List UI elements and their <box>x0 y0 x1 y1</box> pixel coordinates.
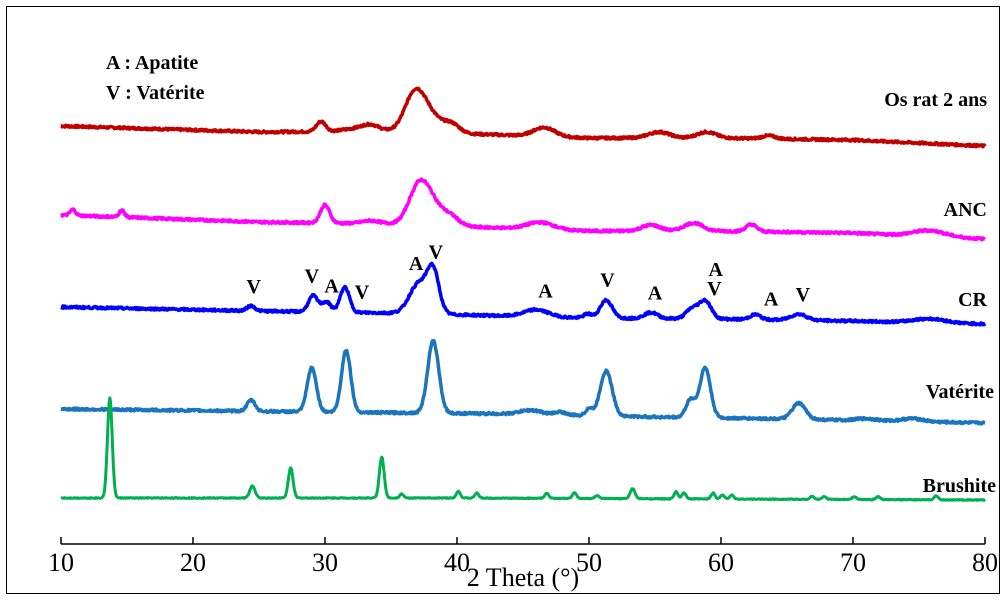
peak-annotation: V <box>355 282 370 304</box>
chart-frame <box>6 6 1000 594</box>
peak-annotation: A <box>324 275 339 297</box>
series-line-1 <box>59 177 987 242</box>
x-tick-label: 50 <box>576 548 602 577</box>
legend-vaterite: V : Vatérite <box>106 82 205 104</box>
series-labels: Os rat 2 ans ANC CR Vatérite Brushite <box>884 89 996 497</box>
peak-annotation: V <box>429 242 444 264</box>
peak-annotation: V <box>600 270 615 292</box>
series-label-0: Os rat 2 ans <box>884 89 987 111</box>
x-tick-label: 10 <box>48 548 74 577</box>
series-line-0 <box>59 86 987 149</box>
x-axis-title: 2 Theta (°) <box>467 563 579 592</box>
x-tick-label: 30 <box>312 548 338 577</box>
x-tick-label: 70 <box>840 548 866 577</box>
peak-annotation: A <box>708 259 723 281</box>
peak-annotation: A <box>538 281 553 303</box>
legend-apatite: A : Apatite <box>106 52 198 74</box>
series-label-2: CR <box>958 289 987 311</box>
series-label-1: ANC <box>944 199 987 221</box>
peak-annotation: V <box>305 265 320 287</box>
peak-annotation: A <box>764 289 779 311</box>
series-line-4 <box>60 396 987 502</box>
peak-annotation: V <box>796 284 811 306</box>
peak-annotation: A <box>648 282 663 304</box>
peak-annotation: A <box>409 253 424 275</box>
series-lines <box>59 86 987 502</box>
x-tick-label: 80 <box>972 548 998 577</box>
peak-annotation: V <box>246 276 261 298</box>
x-tick-label: 40 <box>444 548 470 577</box>
series-line-2 <box>59 261 987 327</box>
x-tick-label: 60 <box>708 548 734 577</box>
peak-annotation: V <box>707 278 722 300</box>
series-label-4: Brushite <box>923 475 996 497</box>
x-tick-label: 20 <box>180 548 206 577</box>
x-ticks: 10 20 30 40 50 60 70 80 <box>48 537 998 577</box>
series-line-3 <box>59 338 987 426</box>
series-label-3: Vatérite <box>926 381 994 403</box>
